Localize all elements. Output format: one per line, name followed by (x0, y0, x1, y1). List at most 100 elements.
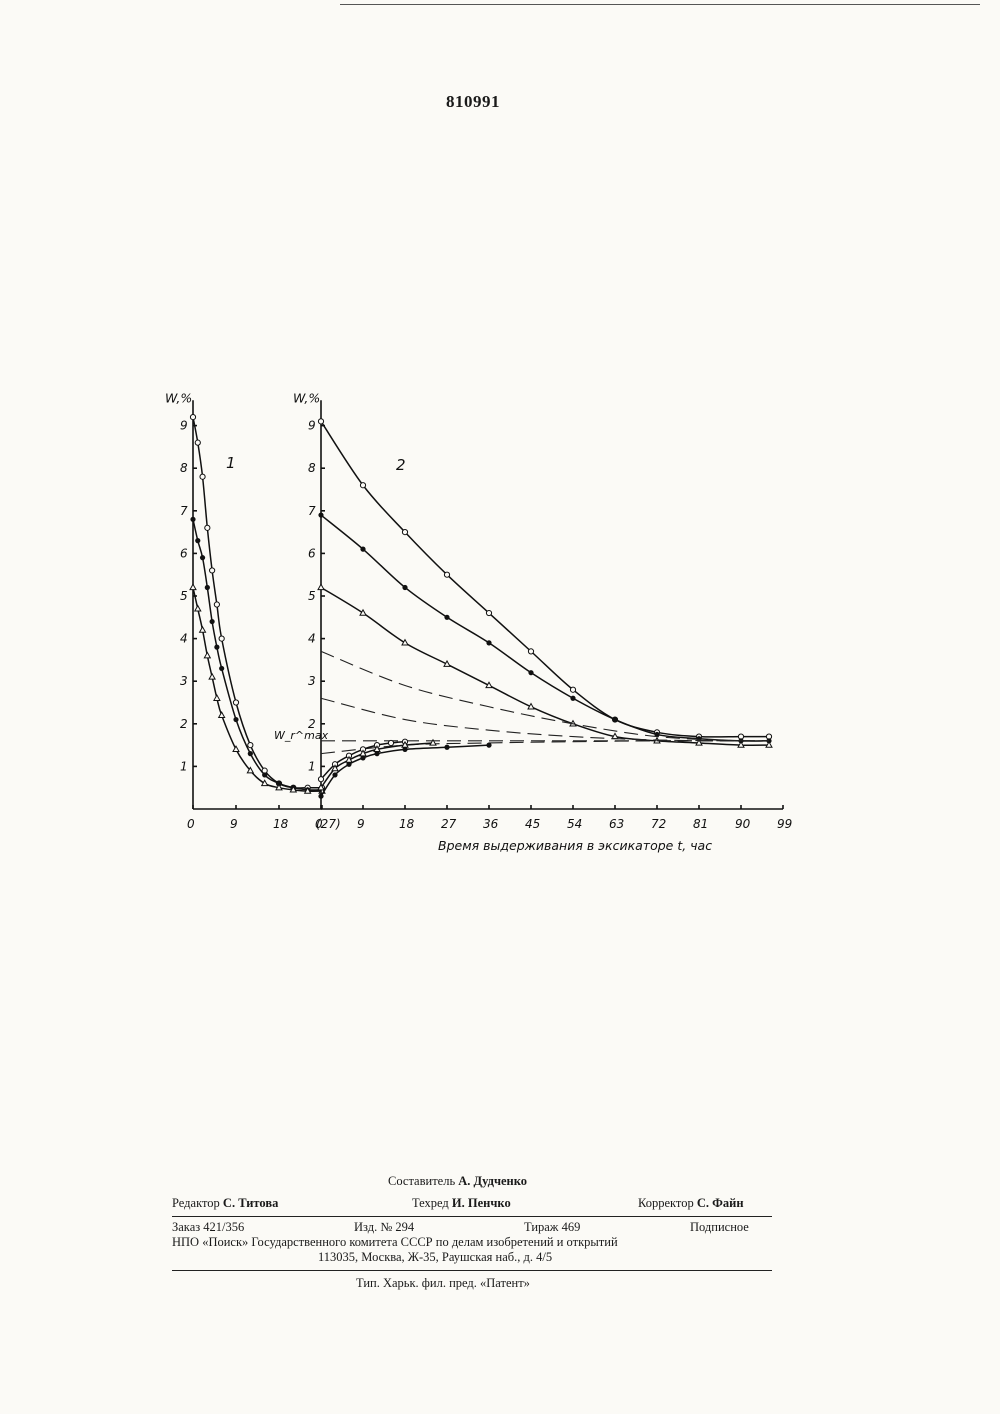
x-tick-label: 81 (693, 817, 708, 831)
chart-panel-2: 1234567890918273645546372819099W,%2Время… (274, 390, 792, 853)
corrector-label: Корректор (638, 1196, 694, 1210)
filled-circle-point (190, 517, 195, 522)
y-axis-label: W,% (293, 390, 320, 405)
y-tick-label: 8 (308, 461, 316, 475)
corrector-line: Корректор С. Файн (638, 1196, 744, 1211)
series-line (193, 519, 322, 790)
x-tick-label: 9 (230, 817, 238, 831)
triangle-point (200, 627, 206, 632)
triangle-point (195, 606, 201, 611)
filled-circle-point (195, 538, 200, 543)
compiler-line: Составитель А. Дудченко (388, 1174, 527, 1189)
filled-circle-point (612, 717, 617, 722)
open-circle-point (388, 740, 393, 745)
triangle-point (233, 746, 239, 751)
filled-circle-point (205, 585, 210, 590)
x-tick-label: 0 (187, 817, 195, 831)
filled-circle-point (214, 645, 219, 650)
techred-line: Техред И. Пенчко (412, 1196, 511, 1211)
filled-circle-point (233, 717, 238, 722)
order-number: Заказ 421/356 (172, 1220, 244, 1235)
y-tick-label: 1 (308, 759, 316, 773)
open-circle-point (205, 525, 210, 530)
y-axis-label: W,% (165, 390, 192, 405)
organization-line: НПО «Поиск» Государственного комитета СС… (172, 1235, 618, 1250)
open-circle-point (233, 700, 238, 705)
y-tick-label: 7 (180, 504, 188, 518)
open-circle-point (360, 483, 365, 488)
editor-label: Редактор (172, 1196, 220, 1210)
filled-circle-point (444, 615, 449, 620)
y-tick-label: 5 (308, 589, 316, 603)
open-circle-point (318, 419, 323, 424)
y-tick-label: 2 (180, 717, 188, 731)
triangle-point (318, 584, 324, 589)
filled-circle-point (444, 745, 449, 750)
open-circle-point (570, 687, 575, 692)
compiler-label: Составитель (388, 1174, 455, 1188)
filled-circle-point (200, 555, 205, 560)
open-circle-point (444, 572, 449, 577)
editor-name: С. Титова (223, 1196, 278, 1210)
open-circle-point (214, 602, 219, 607)
series-line (321, 421, 769, 737)
triangle-point (204, 652, 210, 657)
x-tick-label: 45 (525, 817, 540, 831)
y-tick-label: 9 (180, 419, 188, 433)
printer-line: Тип. Харьк. фил. пред. «Патент» (356, 1276, 530, 1291)
y-tick-label: 4 (180, 632, 188, 646)
open-circle-point (190, 414, 195, 419)
triangle-point (219, 712, 225, 717)
series-line (321, 515, 769, 741)
filled-circle-point (402, 585, 407, 590)
filled-circle-point (486, 640, 491, 645)
address-line: 113035, Москва, Ж-35, Раушская наб., д. … (318, 1250, 552, 1265)
filled-circle-point (318, 512, 323, 517)
triangle-point (214, 695, 220, 700)
filled-circle-point (486, 743, 491, 748)
x-axis-title: Время выдерживания в эксикаторе t, час (438, 838, 712, 853)
x-tick-label: 72 (651, 817, 666, 831)
filled-circle-point (570, 696, 575, 701)
techred-label: Техред (412, 1196, 449, 1210)
x-tick-label: 18 (399, 817, 415, 831)
dashed-series-line (321, 698, 769, 741)
open-circle-point (195, 440, 200, 445)
open-circle-point (219, 636, 224, 641)
open-circle-point (486, 610, 491, 615)
filled-circle-point (360, 547, 365, 552)
x-tick-label: 0 (315, 817, 323, 831)
editor-line: Редактор С. Титова (172, 1196, 278, 1211)
corrector-name: С. Файн (697, 1196, 744, 1210)
triangle-point (190, 584, 196, 589)
open-circle-point (210, 568, 215, 573)
open-circle-point (318, 777, 323, 782)
y-tick-label: 6 (308, 546, 316, 560)
open-circle-point (248, 743, 253, 748)
open-circle-point (402, 530, 407, 535)
y-tick-label: 9 (308, 419, 316, 433)
y-tick-label: 5 (180, 589, 188, 603)
filled-circle-point (219, 666, 224, 671)
x-tick-label: 18 (273, 817, 289, 831)
x-tick-label: 54 (567, 817, 582, 831)
filled-circle-point (332, 772, 337, 777)
edition-number: Изд. № 294 (354, 1220, 414, 1235)
panel-label: 1 (226, 454, 236, 472)
x-tick-label: 63 (609, 817, 624, 831)
subscription: Подписное (690, 1220, 749, 1235)
x-tick-label: 9 (357, 817, 365, 831)
filled-circle-point (528, 670, 533, 675)
wr-max-label: W_r^max (274, 729, 329, 742)
y-tick-label: 3 (180, 674, 188, 688)
footer-rule-bottom (172, 1270, 772, 1271)
x-tick-label: 99 (777, 817, 792, 831)
series-line (321, 587, 769, 745)
techred-name: И. Пенчко (452, 1196, 511, 1210)
footer-rule-top (172, 1216, 772, 1217)
triangle-point (209, 674, 215, 679)
open-circle-point (200, 474, 205, 479)
y-tick-label: 7 (308, 504, 316, 518)
y-tick-label: 3 (308, 674, 316, 688)
series-line (321, 745, 489, 796)
